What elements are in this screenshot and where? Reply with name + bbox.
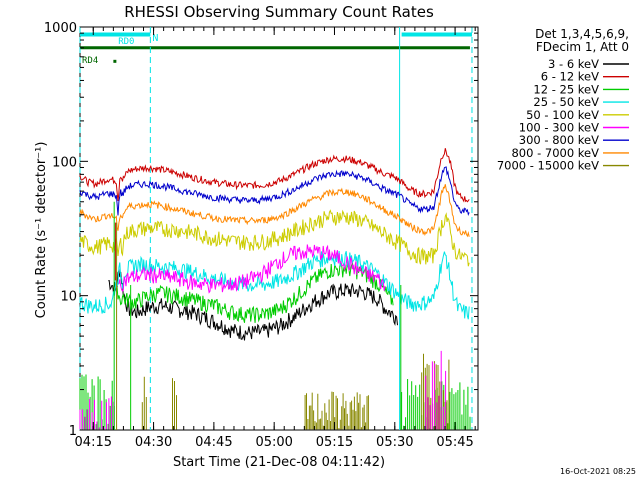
y-tick-label: 1 (69, 424, 77, 439)
series-layer (79, 148, 471, 430)
legend-entry-label: 800 - 7000 keV (511, 146, 599, 160)
x-tick-label: 05:30 (376, 435, 413, 450)
y-tick-label: 100 (52, 155, 77, 170)
chart-title: RHESSI Observing Summary Count Rates (124, 3, 434, 21)
x-tick-label: 04:45 (195, 435, 232, 450)
series-line (304, 391, 369, 430)
legend-entry-label: 6 - 12 keV (541, 70, 599, 84)
footer-timestamp: 16-Oct-2021 08:25 (560, 467, 636, 476)
legend-entry-label: 25 - 50 keV (533, 95, 599, 109)
series-line (79, 209, 470, 267)
x-axis-label: Start Time (21-Dec-08 04:11:42) (173, 455, 385, 470)
axis-ticks: 1 10 100 1000 04:15 04:30 04:45 05:00 05:15 05:30… (44, 21, 478, 450)
series-line (172, 378, 177, 430)
series-line (79, 148, 470, 203)
plot-area: N RD0 RD4 1 10 100 1000 04:15 04:30 04:45 05:00 05… (44, 21, 479, 450)
legend-header-line-1: Det 1,3,4,5,6,9, (535, 27, 629, 41)
x-tick-label: 04:30 (135, 435, 172, 450)
series-line (79, 396, 115, 430)
legend-entry-label: 50 - 100 keV (526, 108, 599, 122)
series-line (425, 350, 447, 430)
legend-entry-label: 7000 - 15000 keV (497, 159, 599, 173)
x-tick-label: 05:00 (255, 435, 292, 450)
legend-entry-label: 100 - 300 keV (519, 121, 599, 135)
legend-entry-label: 300 - 800 keV (519, 133, 599, 147)
series-line (141, 376, 147, 430)
legend-entry-label: 12 - 25 keV (533, 82, 599, 96)
annotation-rd4: RD4 (82, 56, 98, 66)
series-line (115, 260, 394, 323)
series-line (118, 244, 386, 294)
series-line (79, 184, 470, 238)
series-line (79, 166, 470, 217)
y-axis-label: Count Rate (s⁻¹ detector⁻¹) (34, 142, 49, 319)
legend-header-line-2: FDecim 1, Att 0 (536, 40, 629, 54)
annotation-n: N (152, 33, 158, 44)
series-line (79, 374, 115, 430)
annotation-rd0: RD0 (118, 37, 134, 47)
series-line (108, 268, 398, 341)
x-tick-label: 04:15 (75, 435, 112, 450)
legend-entry-label: 3 - 6 keV (548, 57, 599, 71)
x-tick-label: 05:15 (316, 435, 353, 450)
rd4-marker (113, 59, 117, 63)
x-tick-label: 05:45 (436, 435, 473, 450)
y-tick-label: 1000 (44, 21, 77, 36)
y-tick-label: 10 (60, 290, 77, 305)
legend: Det 1,3,4,5,6,9, FDecim 1, Att 0 3 - 6 k… (497, 27, 629, 173)
